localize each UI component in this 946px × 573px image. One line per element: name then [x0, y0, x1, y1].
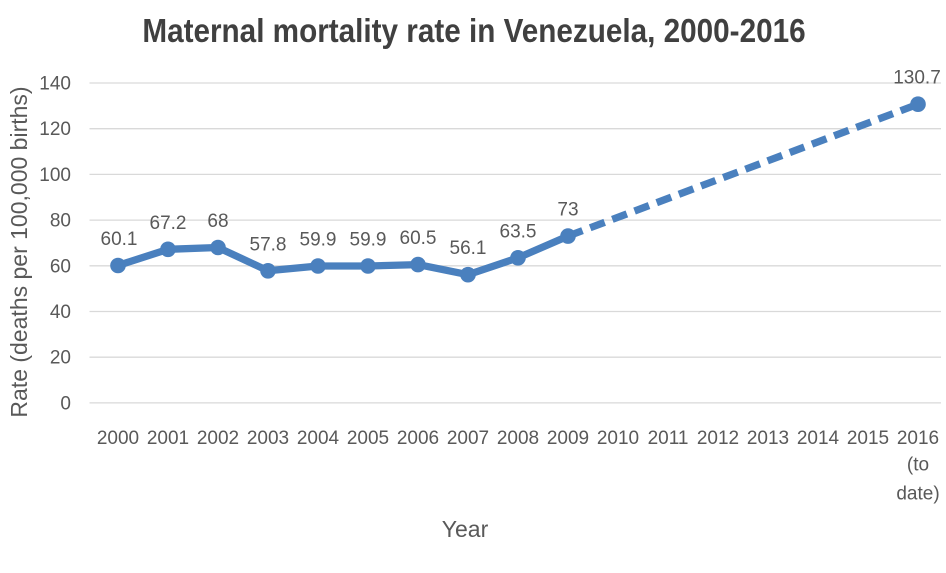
- svg-text:2008: 2008: [497, 428, 539, 449]
- svg-text:2006: 2006: [397, 428, 439, 449]
- svg-text:20: 20: [50, 348, 71, 369]
- svg-text:56.1: 56.1: [450, 238, 487, 259]
- svg-text:59.9: 59.9: [350, 230, 387, 251]
- svg-text:Maternal mortality rate in Ven: Maternal mortality rate in Venezuela, 20…: [142, 13, 805, 50]
- svg-text:60: 60: [50, 256, 71, 277]
- svg-text:2000: 2000: [97, 428, 139, 449]
- svg-text:140: 140: [39, 74, 71, 95]
- svg-text:2005: 2005: [347, 428, 389, 449]
- svg-text:120: 120: [39, 119, 71, 140]
- svg-text:130.7: 130.7: [893, 68, 941, 89]
- svg-text:57.8: 57.8: [250, 234, 287, 255]
- svg-text:(to: (to: [907, 455, 929, 476]
- svg-text:2010: 2010: [597, 428, 639, 449]
- svg-text:2007: 2007: [447, 428, 489, 449]
- svg-text:Rate (deaths per 100,000 birth: Rate (deaths per 100,000 births): [6, 86, 32, 417]
- svg-text:2014: 2014: [797, 428, 840, 449]
- svg-text:Year: Year: [442, 516, 489, 542]
- svg-text:2013: 2013: [747, 428, 789, 449]
- svg-text:2004: 2004: [297, 428, 340, 449]
- svg-text:date): date): [896, 484, 939, 505]
- svg-text:2016: 2016: [897, 428, 939, 449]
- svg-text:73: 73: [557, 200, 578, 221]
- svg-text:68: 68: [207, 211, 228, 232]
- svg-text:63.5: 63.5: [500, 221, 537, 242]
- svg-text:100: 100: [39, 165, 71, 186]
- svg-text:2002: 2002: [197, 428, 239, 449]
- svg-text:60.5: 60.5: [400, 228, 437, 249]
- svg-text:40: 40: [50, 302, 71, 323]
- svg-text:80: 80: [50, 211, 71, 232]
- svg-text:2009: 2009: [547, 428, 589, 449]
- svg-text:0: 0: [60, 393, 71, 414]
- svg-text:2012: 2012: [697, 428, 739, 449]
- svg-text:59.9: 59.9: [300, 230, 337, 251]
- svg-text:67.2: 67.2: [150, 213, 187, 234]
- svg-text:2011: 2011: [648, 428, 689, 449]
- svg-text:2001: 2001: [147, 428, 189, 449]
- svg-text:2003: 2003: [247, 428, 289, 449]
- svg-text:60.1: 60.1: [101, 229, 138, 250]
- svg-text:2015: 2015: [847, 428, 889, 449]
